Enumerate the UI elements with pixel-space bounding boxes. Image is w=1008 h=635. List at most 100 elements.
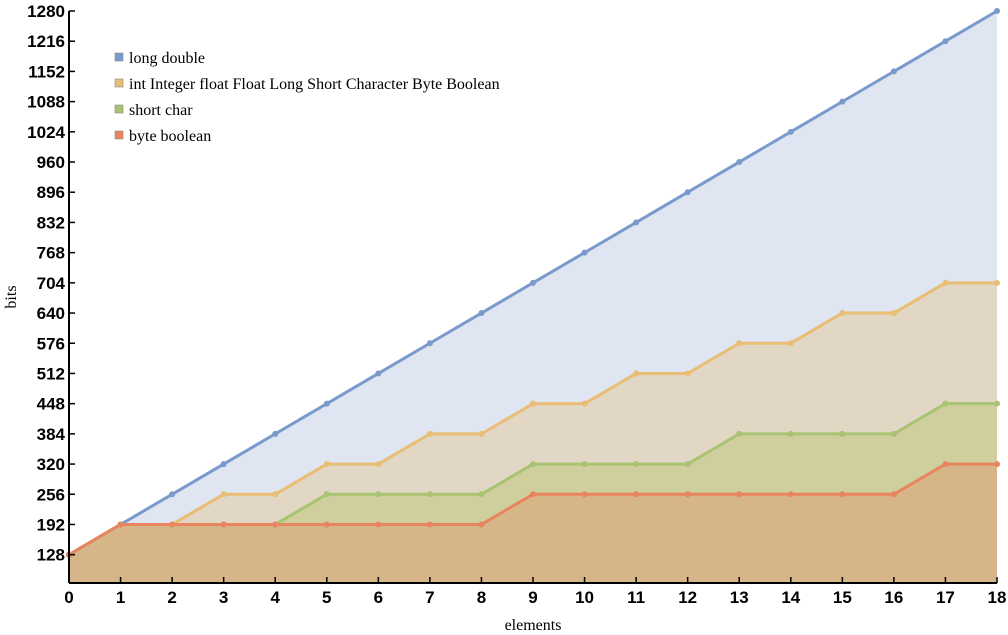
point-series-1 bbox=[581, 400, 588, 407]
y-tick-label: 704 bbox=[37, 274, 66, 293]
point-series-0 bbox=[736, 159, 743, 166]
point-series-1 bbox=[994, 279, 1000, 286]
x-tick-label: 5 bbox=[322, 588, 331, 607]
point-series-3 bbox=[994, 461, 1000, 468]
x-tick-label: 9 bbox=[528, 588, 537, 607]
y-tick-label: 1280 bbox=[27, 2, 65, 21]
point-series-2 bbox=[375, 491, 382, 498]
y-tick-label: 832 bbox=[37, 213, 65, 232]
point-series-3 bbox=[478, 521, 485, 528]
y-tick-label: 576 bbox=[37, 334, 65, 353]
point-series-0 bbox=[942, 38, 949, 45]
x-tick-label: 10 bbox=[575, 588, 594, 607]
point-series-2 bbox=[323, 491, 330, 498]
point-series-2 bbox=[839, 430, 846, 437]
y-tick-label: 384 bbox=[37, 425, 66, 444]
point-series-1 bbox=[736, 340, 743, 347]
area-series-3 bbox=[69, 464, 997, 583]
point-series-2 bbox=[736, 430, 743, 437]
series-points bbox=[66, 8, 1000, 558]
point-series-0 bbox=[787, 128, 794, 135]
x-tick-label: 13 bbox=[730, 588, 749, 607]
legend-label: int Integer float Float Long Short Chara… bbox=[129, 76, 500, 93]
point-series-2 bbox=[787, 430, 794, 437]
legend-label: byte boolean bbox=[129, 128, 211, 145]
y-tick-label: 128 bbox=[37, 546, 65, 565]
point-series-2 bbox=[994, 400, 1000, 407]
legend: long double int Integer float Float Long … bbox=[114, 50, 500, 145]
x-tick-label: 16 bbox=[884, 588, 903, 607]
point-series-3 bbox=[581, 491, 588, 498]
legend-swatch bbox=[114, 104, 124, 114]
legend-swatch bbox=[114, 130, 124, 140]
x-tick-label: 17 bbox=[936, 588, 955, 607]
y-tick-label: 1216 bbox=[27, 32, 65, 51]
point-series-0 bbox=[169, 491, 176, 498]
point-series-3 bbox=[633, 491, 640, 498]
x-tick-label: 18 bbox=[988, 588, 1007, 607]
point-series-3 bbox=[220, 521, 227, 528]
point-series-3 bbox=[169, 521, 176, 528]
point-series-0 bbox=[272, 430, 279, 437]
point-series-0 bbox=[323, 400, 330, 407]
point-series-3 bbox=[684, 491, 691, 498]
x-tick-label: 8 bbox=[477, 588, 486, 607]
point-series-2 bbox=[478, 491, 485, 498]
x-tick-label: 15 bbox=[833, 588, 852, 607]
x-axis-ticks: 0 1 2 3 4 5 6 7 8 9 10 11 12 13 14 15 16 17 18 bbox=[64, 577, 1006, 607]
legend-swatch bbox=[114, 52, 124, 62]
point-series-0 bbox=[375, 370, 382, 377]
point-series-1 bbox=[272, 491, 279, 498]
point-series-2 bbox=[581, 461, 588, 468]
y-tick-label: 256 bbox=[37, 485, 65, 504]
point-series-1 bbox=[530, 400, 536, 407]
point-series-3 bbox=[787, 491, 794, 498]
x-tick-label: 11 bbox=[627, 588, 645, 607]
x-axis-title: elements bbox=[505, 617, 562, 634]
point-series-2 bbox=[633, 461, 640, 468]
point-series-1 bbox=[942, 279, 949, 286]
x-tick-label: 0 bbox=[64, 588, 73, 607]
point-series-1 bbox=[787, 340, 794, 347]
point-series-2 bbox=[530, 461, 536, 468]
point-series-2 bbox=[426, 491, 433, 498]
y-tick-label: 1152 bbox=[28, 62, 65, 81]
y-tick-label: 512 bbox=[37, 364, 65, 383]
x-tick-label: 3 bbox=[219, 588, 228, 607]
point-series-0 bbox=[530, 279, 536, 286]
point-series-3 bbox=[530, 491, 536, 498]
point-series-0 bbox=[684, 189, 691, 196]
point-series-0 bbox=[220, 461, 227, 468]
y-tick-label: 960 bbox=[37, 153, 65, 172]
x-tick-label: 7 bbox=[425, 588, 434, 607]
point-series-1 bbox=[839, 310, 846, 317]
x-tick-label: 4 bbox=[270, 588, 280, 607]
x-tick-label: 12 bbox=[678, 588, 697, 607]
point-series-3 bbox=[375, 521, 382, 528]
point-series-1 bbox=[633, 370, 640, 377]
y-tick-label: 768 bbox=[37, 244, 65, 263]
legend-label: long double bbox=[129, 50, 205, 67]
point-series-1 bbox=[375, 461, 382, 468]
x-tick-label: 2 bbox=[167, 588, 176, 607]
y-axis-title: bits bbox=[3, 285, 20, 308]
y-tick-label: 640 bbox=[37, 304, 65, 323]
x-tick-label: 1 bbox=[116, 588, 125, 607]
point-series-0 bbox=[478, 310, 485, 317]
point-series-3 bbox=[736, 491, 743, 498]
point-series-3 bbox=[890, 491, 897, 498]
y-tick-label: 192 bbox=[37, 515, 65, 534]
point-series-3 bbox=[323, 521, 330, 528]
point-series-0 bbox=[994, 8, 1000, 14]
point-series-0 bbox=[839, 98, 846, 105]
point-series-3 bbox=[272, 521, 279, 528]
point-series-2 bbox=[890, 430, 897, 437]
point-series-1 bbox=[478, 430, 485, 437]
point-series-2 bbox=[684, 461, 691, 468]
y-tick-label: 1024 bbox=[27, 123, 65, 142]
y-tick-label: 896 bbox=[37, 183, 65, 202]
point-series-3 bbox=[426, 521, 433, 528]
point-series-2 bbox=[942, 400, 949, 407]
x-tick-label: 14 bbox=[781, 588, 800, 607]
